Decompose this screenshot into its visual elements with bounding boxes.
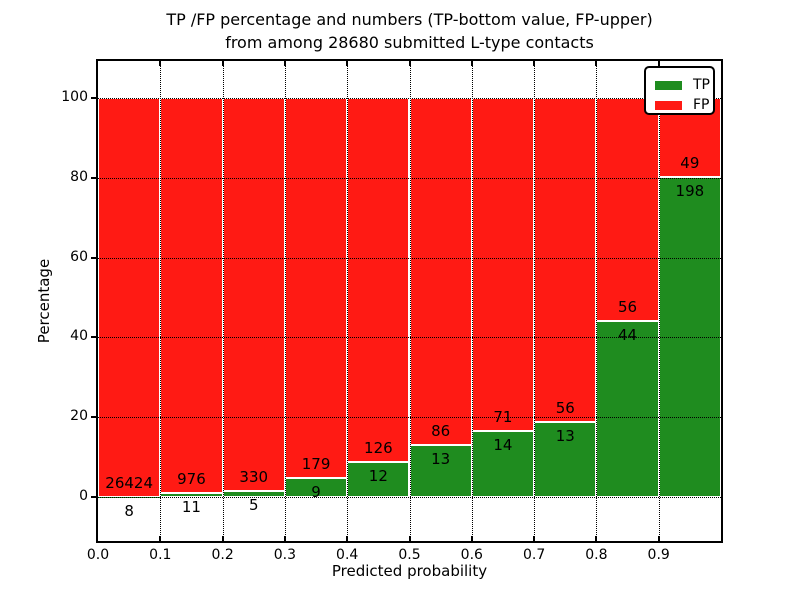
legend-row-fp: FP	[655, 95, 710, 115]
y-tick-label: 20	[70, 408, 88, 425]
fp-bar-segment	[409, 98, 472, 445]
y-tick-mark	[91, 256, 98, 259]
x-tick-mark-top	[408, 61, 411, 66]
x-tick-label: 0.7	[522, 547, 546, 563]
tp-bar-segment	[534, 421, 597, 497]
x-tick-label: 0.0	[86, 547, 110, 563]
chart-title-line2: from among 28680 submitted L-type contac…	[225, 33, 594, 52]
tp-bar-segment	[347, 462, 410, 497]
x-tick-mark-top	[221, 61, 224, 66]
fp-bar-segment	[222, 98, 285, 492]
v-gridline	[471, 61, 473, 541]
v-gridline	[658, 61, 660, 541]
fp-count-label: 126	[364, 439, 393, 458]
fp-count-label: 56	[555, 398, 575, 417]
fp-bar-segment	[471, 98, 535, 432]
x-tick-label: 0.8	[585, 547, 608, 563]
tp-count-label: 14	[493, 436, 513, 455]
x-tick-label: 0.1	[149, 547, 172, 563]
fp-legend-swatch	[655, 100, 682, 110]
tp-bar-segment	[471, 431, 535, 497]
y-tick-label: 100	[61, 89, 88, 105]
fp-bar-segment	[534, 98, 597, 422]
x-tick-mark-bottom	[595, 536, 598, 541]
y-tick-label: 80	[70, 168, 88, 185]
x-tick-mark-bottom	[408, 536, 411, 541]
x-tick-mark-top	[470, 61, 473, 66]
x-tick-label: 0.3	[273, 547, 297, 563]
x-tick-label: 0.2	[211, 547, 234, 563]
fp-legend-label: FP	[693, 97, 710, 113]
x-tick-mark-bottom	[346, 536, 349, 541]
fp-bar-segment	[347, 98, 410, 463]
fp-bar-segment	[284, 98, 348, 478]
tp-count-label: 11	[181, 497, 201, 516]
tp-legend-label: TP	[693, 77, 710, 93]
y-tick-label: 0	[79, 488, 88, 504]
y-tick-mark	[91, 496, 98, 498]
x-tick-mark-top	[283, 61, 286, 66]
tp-count-label: 12	[368, 467, 388, 486]
tp-count-label: 5	[248, 496, 259, 514]
v-gridline	[409, 61, 411, 541]
y-tick-mark	[91, 416, 98, 419]
tp-count-label: 44	[618, 326, 638, 345]
y-tick-label: 40	[70, 328, 88, 345]
fp-count-label: 56	[618, 298, 638, 317]
tp-count-label: 13	[431, 449, 451, 468]
v-gridline	[222, 61, 224, 541]
plot-area: TP FP 26424 8 976 11 330 5 179 9 126 12 86 13 71 14 56…	[61, 59, 723, 563]
y-tick-mark	[91, 336, 98, 339]
fp-count-label: 71	[493, 408, 513, 427]
fp-bar-segment	[160, 98, 223, 493]
x-tick-mark-top	[346, 61, 349, 66]
x-tick-mark-top	[657, 61, 660, 66]
y-tick-label: 60	[70, 248, 88, 265]
x-tick-label: 0.6	[460, 547, 483, 563]
tp-bar-segment	[596, 321, 659, 497]
x-tick-mark-top	[595, 61, 598, 66]
x-tick-mark-bottom	[657, 536, 660, 541]
legend: TP FP	[644, 66, 715, 115]
tp-count-label: 8	[124, 501, 134, 520]
v-gridline	[284, 61, 286, 541]
y-tick-mark	[91, 176, 98, 179]
x-tick-label: 0.4	[336, 547, 359, 563]
fp-bar-segment	[98, 98, 161, 497]
tp-bar-segment	[409, 444, 472, 497]
x-tick-mark-top	[159, 61, 162, 66]
fp-bar-segment	[596, 98, 659, 322]
v-gridline	[160, 61, 162, 541]
x-tick-mark-bottom	[159, 536, 162, 541]
tp-bar-segment	[658, 177, 721, 497]
x-tick-mark-bottom	[221, 536, 224, 541]
x-axis-label: Predicted probability	[331, 562, 488, 580]
fp-count-label: 49	[680, 154, 700, 173]
fp-count-label: 26424	[105, 473, 153, 492]
x-tick-mark-bottom	[283, 536, 286, 541]
fp-count-label: 86	[431, 421, 451, 440]
fp-count-label: 976	[177, 469, 206, 488]
x-tick-label: 0.5	[398, 547, 421, 563]
v-gridline	[534, 61, 536, 541]
tp-count-label: 13	[555, 426, 575, 445]
tp-legend-swatch	[655, 80, 682, 90]
tp-count-label: 9	[311, 482, 321, 501]
fp-count-label: 330	[239, 468, 269, 487]
fp-count-label: 179	[301, 454, 331, 473]
v-gridline	[596, 61, 598, 541]
chart-title-line1: TP /FP percentage and numbers (TP-bottom…	[166, 10, 653, 29]
y-tick-mark	[91, 97, 98, 99]
chart-title: TP /FP percentage and numbers (TP-bottom…	[96, 8, 723, 54]
x-tick-mark-bottom	[470, 536, 473, 541]
x-tick-mark-bottom	[533, 536, 536, 541]
v-gridline	[347, 61, 349, 541]
tp-count-label: 198	[675, 182, 705, 201]
x-tick-label: 0.9	[647, 547, 670, 563]
legend-row-tp: TP	[655, 75, 710, 95]
x-tick-mark-top	[533, 61, 536, 66]
